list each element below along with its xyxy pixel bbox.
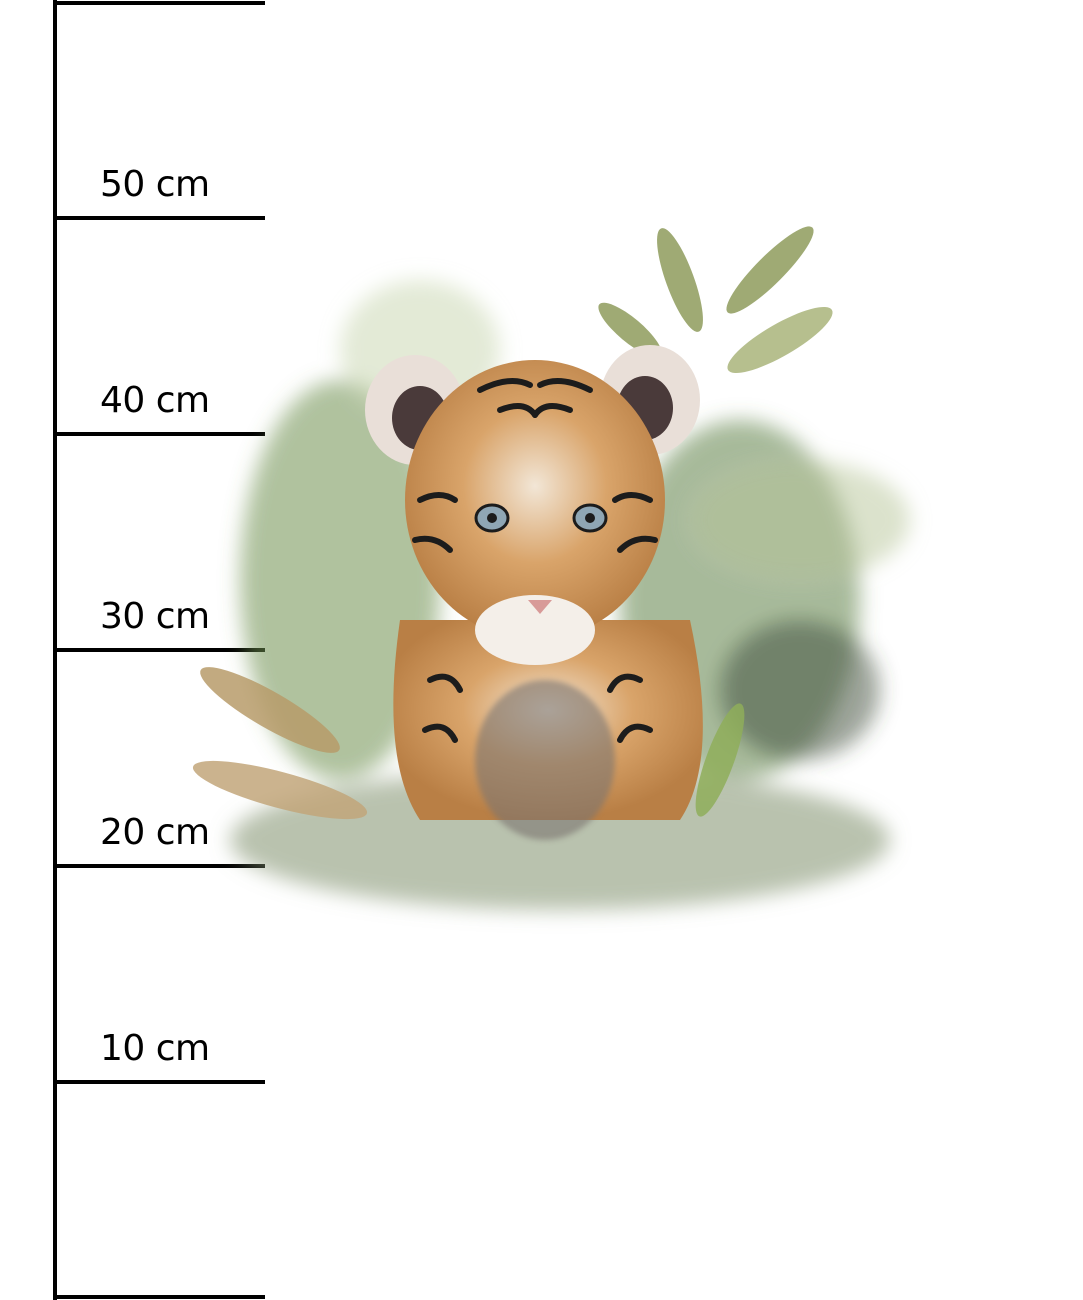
ruler-tick-20 — [53, 864, 265, 868]
tiger-head — [365, 345, 700, 743]
ruler-tick-10 — [53, 1080, 265, 1084]
ruler-label-50: 50 cm — [100, 164, 210, 205]
watercolor-foliage — [230, 280, 910, 910]
ruler-label-40: 40 cm — [100, 380, 210, 421]
ruler-label-20: 20 cm — [100, 812, 210, 853]
ruler-tick-30 — [53, 648, 265, 652]
ruler-tick-60 — [53, 1, 265, 5]
ruler-label-10: 10 cm — [100, 1028, 210, 1069]
ruler-tick-0 — [53, 1295, 265, 1299]
ruler-label-30: 30 cm — [100, 596, 210, 637]
tiger-body — [393, 620, 703, 840]
tiger-cub-illustration — [192, 226, 910, 910]
ruler-tick-50 — [53, 216, 265, 220]
leaves — [192, 226, 833, 820]
ruler-tick-40 — [53, 432, 265, 436]
